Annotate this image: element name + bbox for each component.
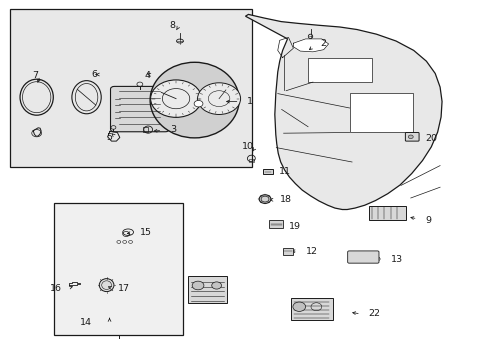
- Text: 5: 5: [106, 133, 112, 142]
- Bar: [54, 203, 183, 335]
- FancyBboxPatch shape: [110, 86, 169, 132]
- Circle shape: [211, 282, 221, 289]
- Text: 2: 2: [320, 40, 326, 49]
- Bar: [188, 276, 227, 303]
- Text: 12: 12: [305, 247, 317, 256]
- Ellipse shape: [99, 279, 114, 292]
- Bar: [10, 9, 251, 167]
- Text: 16: 16: [49, 284, 61, 293]
- Bar: [290, 298, 332, 320]
- Bar: [269, 220, 283, 228]
- Circle shape: [292, 302, 305, 311]
- Text: 6: 6: [92, 70, 98, 79]
- Polygon shape: [293, 39, 328, 52]
- Text: 20: 20: [425, 134, 437, 143]
- Text: 10: 10: [241, 142, 253, 151]
- Text: 13: 13: [390, 255, 402, 264]
- Bar: [263, 169, 272, 174]
- Text: 1: 1: [246, 97, 252, 106]
- Text: 18: 18: [280, 195, 292, 204]
- Text: 17: 17: [118, 284, 130, 293]
- Text: 3: 3: [170, 125, 176, 134]
- FancyBboxPatch shape: [347, 251, 378, 263]
- Bar: [142, 127, 147, 132]
- FancyBboxPatch shape: [405, 132, 418, 141]
- Text: 7: 7: [32, 71, 38, 80]
- Text: 14: 14: [79, 318, 91, 327]
- Ellipse shape: [259, 195, 270, 203]
- Text: 9: 9: [425, 216, 430, 225]
- Polygon shape: [245, 14, 441, 210]
- Text: 11: 11: [279, 167, 291, 176]
- Circle shape: [197, 83, 240, 114]
- Circle shape: [150, 80, 201, 117]
- Text: 15: 15: [140, 228, 152, 237]
- Bar: [307, 58, 371, 82]
- Ellipse shape: [150, 62, 239, 138]
- Text: 21: 21: [203, 297, 216, 306]
- Bar: [249, 159, 253, 162]
- Text: 22: 22: [368, 310, 380, 319]
- Text: 4: 4: [144, 71, 150, 80]
- Text: 8: 8: [169, 21, 175, 30]
- Circle shape: [192, 281, 203, 290]
- Ellipse shape: [407, 135, 412, 139]
- Text: 19: 19: [288, 222, 301, 231]
- Circle shape: [194, 100, 203, 107]
- Bar: [368, 206, 406, 220]
- Bar: [282, 248, 293, 255]
- Bar: [349, 93, 412, 132]
